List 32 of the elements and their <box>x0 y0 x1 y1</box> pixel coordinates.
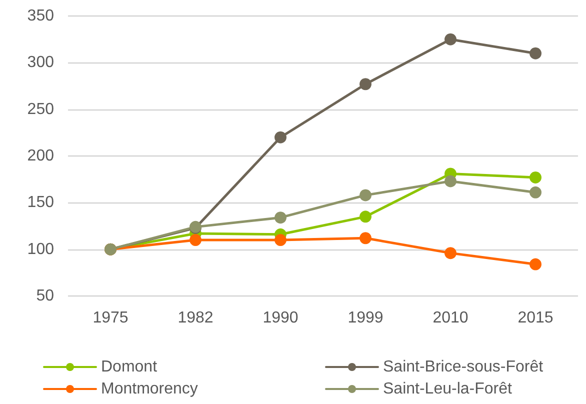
legend-label: Saint-Leu-la-Forêt <box>383 380 512 398</box>
point <box>444 175 456 188</box>
x-tick-label: 2015 <box>518 310 554 326</box>
point <box>530 258 542 270</box>
y-tick-label: 250 <box>27 100 54 118</box>
y-tick-label: 100 <box>27 240 54 258</box>
y-tick-label: 350 <box>27 8 54 24</box>
y-tick-label: 300 <box>27 54 54 72</box>
legend-label: Domont <box>101 358 158 376</box>
point <box>360 189 372 202</box>
point <box>360 210 372 223</box>
point <box>190 234 202 246</box>
x-tick-label: 1999 <box>348 310 384 326</box>
legend-label: Montmorency <box>101 380 198 398</box>
point <box>530 186 542 198</box>
x-tick-label: 1982 <box>178 310 214 326</box>
x-tick-label: 1975 <box>92 310 128 326</box>
y-tick-label: 50 <box>36 288 54 304</box>
point <box>360 232 372 244</box>
x-tick-label: 1990 <box>262 310 298 326</box>
point <box>444 247 456 260</box>
x-tick-label: 2010 <box>432 310 468 326</box>
point <box>530 171 542 184</box>
point <box>530 47 542 60</box>
y-tick-label: 200 <box>27 148 54 164</box>
point <box>274 131 286 144</box>
point <box>444 33 456 46</box>
legend-label: Saint-Brice-sous-Forêt <box>383 358 544 376</box>
y-tick-label: 150 <box>27 194 54 212</box>
point <box>274 212 286 224</box>
point <box>274 234 286 246</box>
point <box>360 78 372 90</box>
